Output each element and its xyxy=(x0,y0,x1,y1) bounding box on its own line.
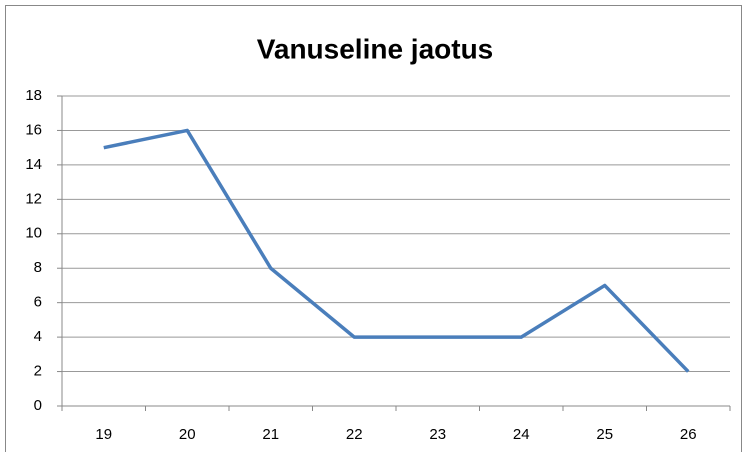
x-tick-label: 19 xyxy=(95,426,112,443)
x-tick-label: 24 xyxy=(513,426,530,443)
y-tick-label: 0 xyxy=(34,397,42,414)
x-tick-label: 21 xyxy=(262,426,279,443)
y-tick-label: 16 xyxy=(25,121,42,138)
x-tick-label: 22 xyxy=(346,426,363,443)
x-tick-label: 25 xyxy=(596,426,613,443)
chart-title: Vanuseline jaotus xyxy=(257,33,494,64)
y-tick-label: 18 xyxy=(25,87,42,104)
chart-border xyxy=(5,5,742,452)
x-tick-label: 23 xyxy=(429,426,446,443)
y-tick-label: 14 xyxy=(25,156,42,173)
line xyxy=(103,128,690,373)
x-tick-label: 26 xyxy=(680,426,697,443)
y-tick-label: 4 xyxy=(34,328,42,345)
x-tick-label: 20 xyxy=(179,426,196,443)
y-tick-label: 6 xyxy=(34,294,42,311)
y-tick-label: 8 xyxy=(34,259,42,276)
y-tick-label: 12 xyxy=(25,190,42,207)
y-tick-label: 10 xyxy=(25,225,42,242)
y-tick-label: 2 xyxy=(34,363,42,380)
